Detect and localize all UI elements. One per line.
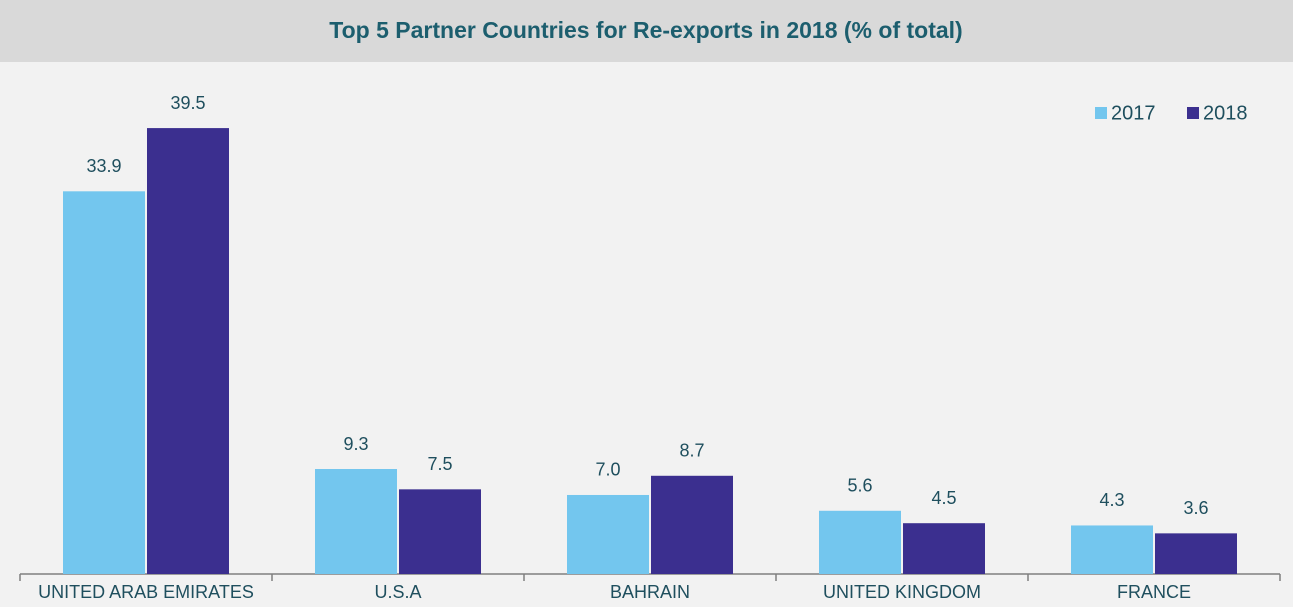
legend-label: 2017 [1111, 102, 1156, 124]
data-label: 33.9 [86, 156, 121, 176]
data-label: 39.5 [170, 93, 205, 113]
bar [315, 469, 397, 574]
legend-swatch [1095, 107, 1107, 119]
bar [1071, 525, 1153, 574]
legend-label: 2018 [1203, 102, 1248, 124]
data-label: 4.5 [931, 488, 956, 508]
x-tick-label: FRANCE [1117, 582, 1191, 602]
x-tick-label: UNITED KINGDOM [823, 582, 981, 602]
bar [63, 191, 145, 574]
data-label: 3.6 [1183, 498, 1208, 518]
x-tick-label: UNITED ARAB EMIRATES [38, 582, 254, 602]
data-label: 7.0 [595, 460, 620, 480]
x-tick-label: BAHRAIN [610, 582, 690, 602]
bar [819, 510, 901, 574]
bar [651, 475, 733, 574]
data-label: 5.6 [847, 476, 872, 496]
data-label: 4.3 [1099, 490, 1124, 510]
data-label: 7.5 [427, 454, 452, 474]
bar [903, 523, 985, 574]
chart-title: Top 5 Partner Countries for Re-exports i… [329, 17, 962, 43]
legend-swatch [1187, 107, 1199, 119]
title-band [0, 0, 1293, 62]
data-label: 9.3 [343, 434, 368, 454]
x-tick-label: U.S.A [374, 582, 421, 602]
bar [567, 494, 649, 574]
bar [399, 489, 481, 574]
bar [1155, 533, 1237, 574]
bar [147, 128, 229, 575]
data-label: 8.7 [679, 441, 704, 461]
